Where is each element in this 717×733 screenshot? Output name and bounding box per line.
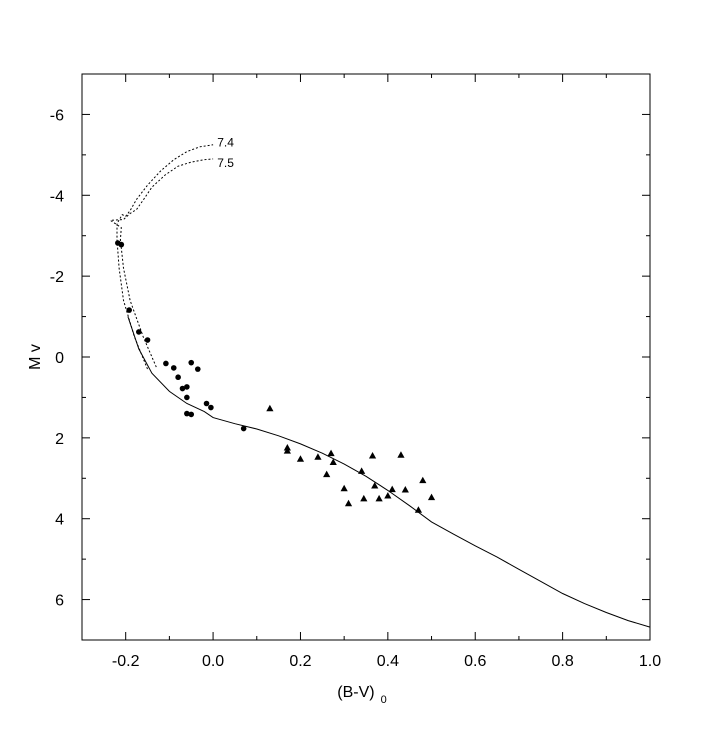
x-tick-label: 0.0 bbox=[202, 653, 224, 670]
data-point-triangle bbox=[414, 506, 423, 513]
x-tick-label: 1.0 bbox=[639, 653, 661, 670]
zams-curve bbox=[127, 316, 651, 628]
data-point-circle bbox=[184, 410, 190, 417]
tick-labels: -0.2 0.0 0.2 0.4 0.6 0.8 1.0 -6 -4 -2 0 2 4 6 bbox=[50, 107, 661, 670]
data-point-triangle bbox=[384, 492, 392, 499]
data-point-circle bbox=[170, 365, 177, 371]
data-point-circle bbox=[208, 404, 214, 411]
data-point-triangle bbox=[296, 455, 305, 462]
data-point-circle bbox=[175, 374, 181, 381]
data-point-triangle bbox=[283, 447, 291, 454]
y-axis-title: M v bbox=[27, 344, 44, 370]
data-point-triangle bbox=[368, 452, 377, 459]
data-point-triangle bbox=[419, 476, 427, 484]
data-point-triangle bbox=[327, 449, 335, 457]
y-tick-label: -6 bbox=[50, 107, 64, 124]
isochrone-curve bbox=[108, 158, 214, 368]
data-point-circle bbox=[144, 337, 151, 343]
data-point-triangle bbox=[340, 484, 348, 492]
data-point-circle bbox=[194, 366, 201, 372]
isochrone-label: 7.4 bbox=[217, 136, 234, 150]
x-tick-label: 0.6 bbox=[464, 653, 486, 670]
x-axis-title: (B-V) 0 bbox=[337, 684, 386, 706]
x-tick-label: -0.2 bbox=[112, 653, 140, 670]
data-point-triangle bbox=[329, 458, 337, 465]
data-point-circle bbox=[126, 307, 132, 313]
data-point-triangle bbox=[323, 470, 331, 478]
isochrone-label: 7.5 bbox=[217, 156, 234, 170]
x-tick-label: 0.4 bbox=[377, 653, 399, 670]
y-tick-label: 6 bbox=[55, 593, 64, 610]
data-point-circle bbox=[188, 411, 195, 418]
plot-frame bbox=[81, 73, 651, 641]
x-tick-label: 0.2 bbox=[289, 653, 311, 670]
data-point-triangle bbox=[344, 499, 353, 507]
data-point-triangle bbox=[375, 494, 383, 502]
data-point-circle bbox=[163, 360, 169, 367]
data-point-circle bbox=[184, 394, 190, 401]
data-point-triangle bbox=[427, 493, 436, 501]
isochrone-labels: 7.47.5 bbox=[217, 136, 234, 170]
data-point-circle bbox=[118, 241, 125, 248]
data-point-circle bbox=[240, 425, 247, 432]
data-point-circle bbox=[203, 400, 210, 407]
y-tick-label: -4 bbox=[50, 188, 64, 205]
y-tick-label: 4 bbox=[55, 512, 64, 529]
isochrone-curve bbox=[116, 144, 214, 370]
data-point-triangle bbox=[266, 404, 274, 412]
data-point-circle bbox=[188, 359, 195, 366]
data-point-triangle bbox=[360, 494, 368, 502]
data-point-triangle bbox=[358, 467, 366, 474]
data-point-circle bbox=[179, 385, 186, 392]
y-tick-label: 2 bbox=[55, 431, 64, 448]
points-layer bbox=[115, 240, 436, 513]
data-point-triangle bbox=[397, 451, 405, 458]
data-point-triangle bbox=[388, 485, 396, 493]
data-point-triangle bbox=[371, 481, 379, 489]
curves-layer bbox=[108, 144, 651, 628]
data-point-triangle bbox=[314, 453, 322, 460]
x-tick-label: 0.8 bbox=[551, 653, 573, 670]
y-tick-label: -2 bbox=[50, 269, 64, 286]
axis-ticks bbox=[81, 73, 651, 641]
y-tick-label: 0 bbox=[55, 350, 64, 367]
data-point-circle bbox=[136, 329, 142, 335]
data-point-circle bbox=[184, 384, 190, 390]
data-point-triangle bbox=[401, 486, 409, 493]
